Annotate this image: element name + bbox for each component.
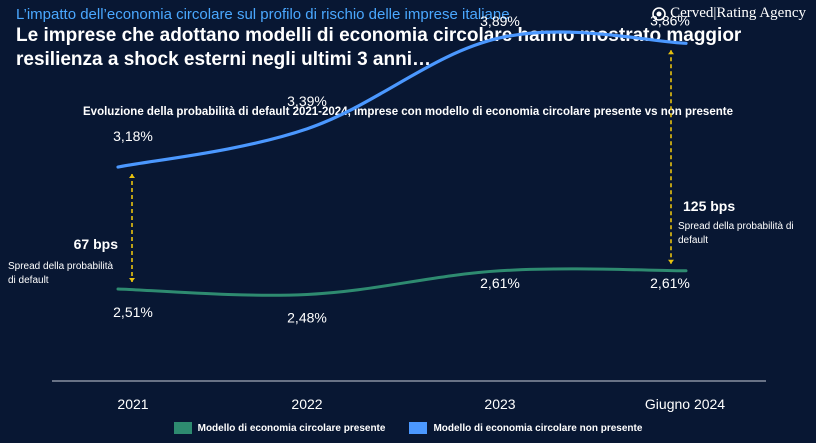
series-line-present bbox=[116, 267, 688, 297]
legend-label-not-present: Modello di economia circolare non presen… bbox=[433, 422, 643, 434]
x-tick-label-3: Giugno 2024 bbox=[645, 396, 725, 412]
data-label-present-3: 2,61% bbox=[650, 275, 690, 291]
series-line-not-present bbox=[116, 30, 688, 169]
report-kicker: L’impatto dell’economia circolare sul pr… bbox=[16, 6, 510, 23]
data-label-present-2: 2,61% bbox=[480, 275, 520, 291]
data-label-not-present-1: 3,39% bbox=[287, 93, 327, 109]
brand-logo: Cerved|Rating Agency bbox=[652, 5, 806, 22]
data-label-not-present-3: 3,86% bbox=[650, 12, 690, 28]
brand-name: Cerved|Rating Agency bbox=[670, 5, 806, 21]
spread-value-2024: 125 bps bbox=[683, 198, 735, 214]
legend-item-not-present: Modello di economia circolare non presen… bbox=[409, 422, 642, 434]
spread-text-2024-line1: Spread della probabilità di bbox=[678, 221, 794, 232]
spread-arrow-top-0 bbox=[129, 174, 135, 179]
data-label-not-present-0: 3,18% bbox=[113, 128, 153, 144]
spread-arrow-bottom-0 bbox=[129, 278, 135, 282]
data-label-present-1: 2,48% bbox=[287, 309, 327, 325]
legend-item-present: Modello di economia circolare presente bbox=[173, 422, 386, 434]
spread-text-2024-line2: default bbox=[678, 235, 708, 246]
chart-legend: Modello di economia circolare presente M… bbox=[0, 422, 816, 434]
spread-text-2021-line2: di default bbox=[8, 275, 49, 286]
x-tick-label-1: 2022 bbox=[291, 396, 322, 412]
legend-swatch-not-present bbox=[409, 422, 428, 434]
legend-swatch-present bbox=[173, 422, 192, 434]
page-headline: Le imprese che adottano modelli di econo… bbox=[16, 25, 742, 70]
spread-value-2021: 67 bps bbox=[74, 236, 119, 252]
spread-text-2021-line1: Spread della probabilità bbox=[8, 261, 114, 272]
data-label-not-present-2: 3,89% bbox=[480, 13, 520, 29]
spread-arrow-top-1 bbox=[668, 50, 674, 55]
chart-title: Evoluzione della probabilità di default … bbox=[83, 106, 733, 118]
x-tick-label-0: 2021 bbox=[117, 396, 148, 412]
x-tick-label-2: 2023 bbox=[484, 396, 515, 412]
legend-label-present: Modello di economia circolare presente bbox=[197, 422, 386, 434]
spread-arrow-bottom-1 bbox=[668, 259, 674, 264]
cerved-logo-icon bbox=[652, 6, 666, 21]
data-label-present-0: 2,51% bbox=[113, 304, 153, 320]
